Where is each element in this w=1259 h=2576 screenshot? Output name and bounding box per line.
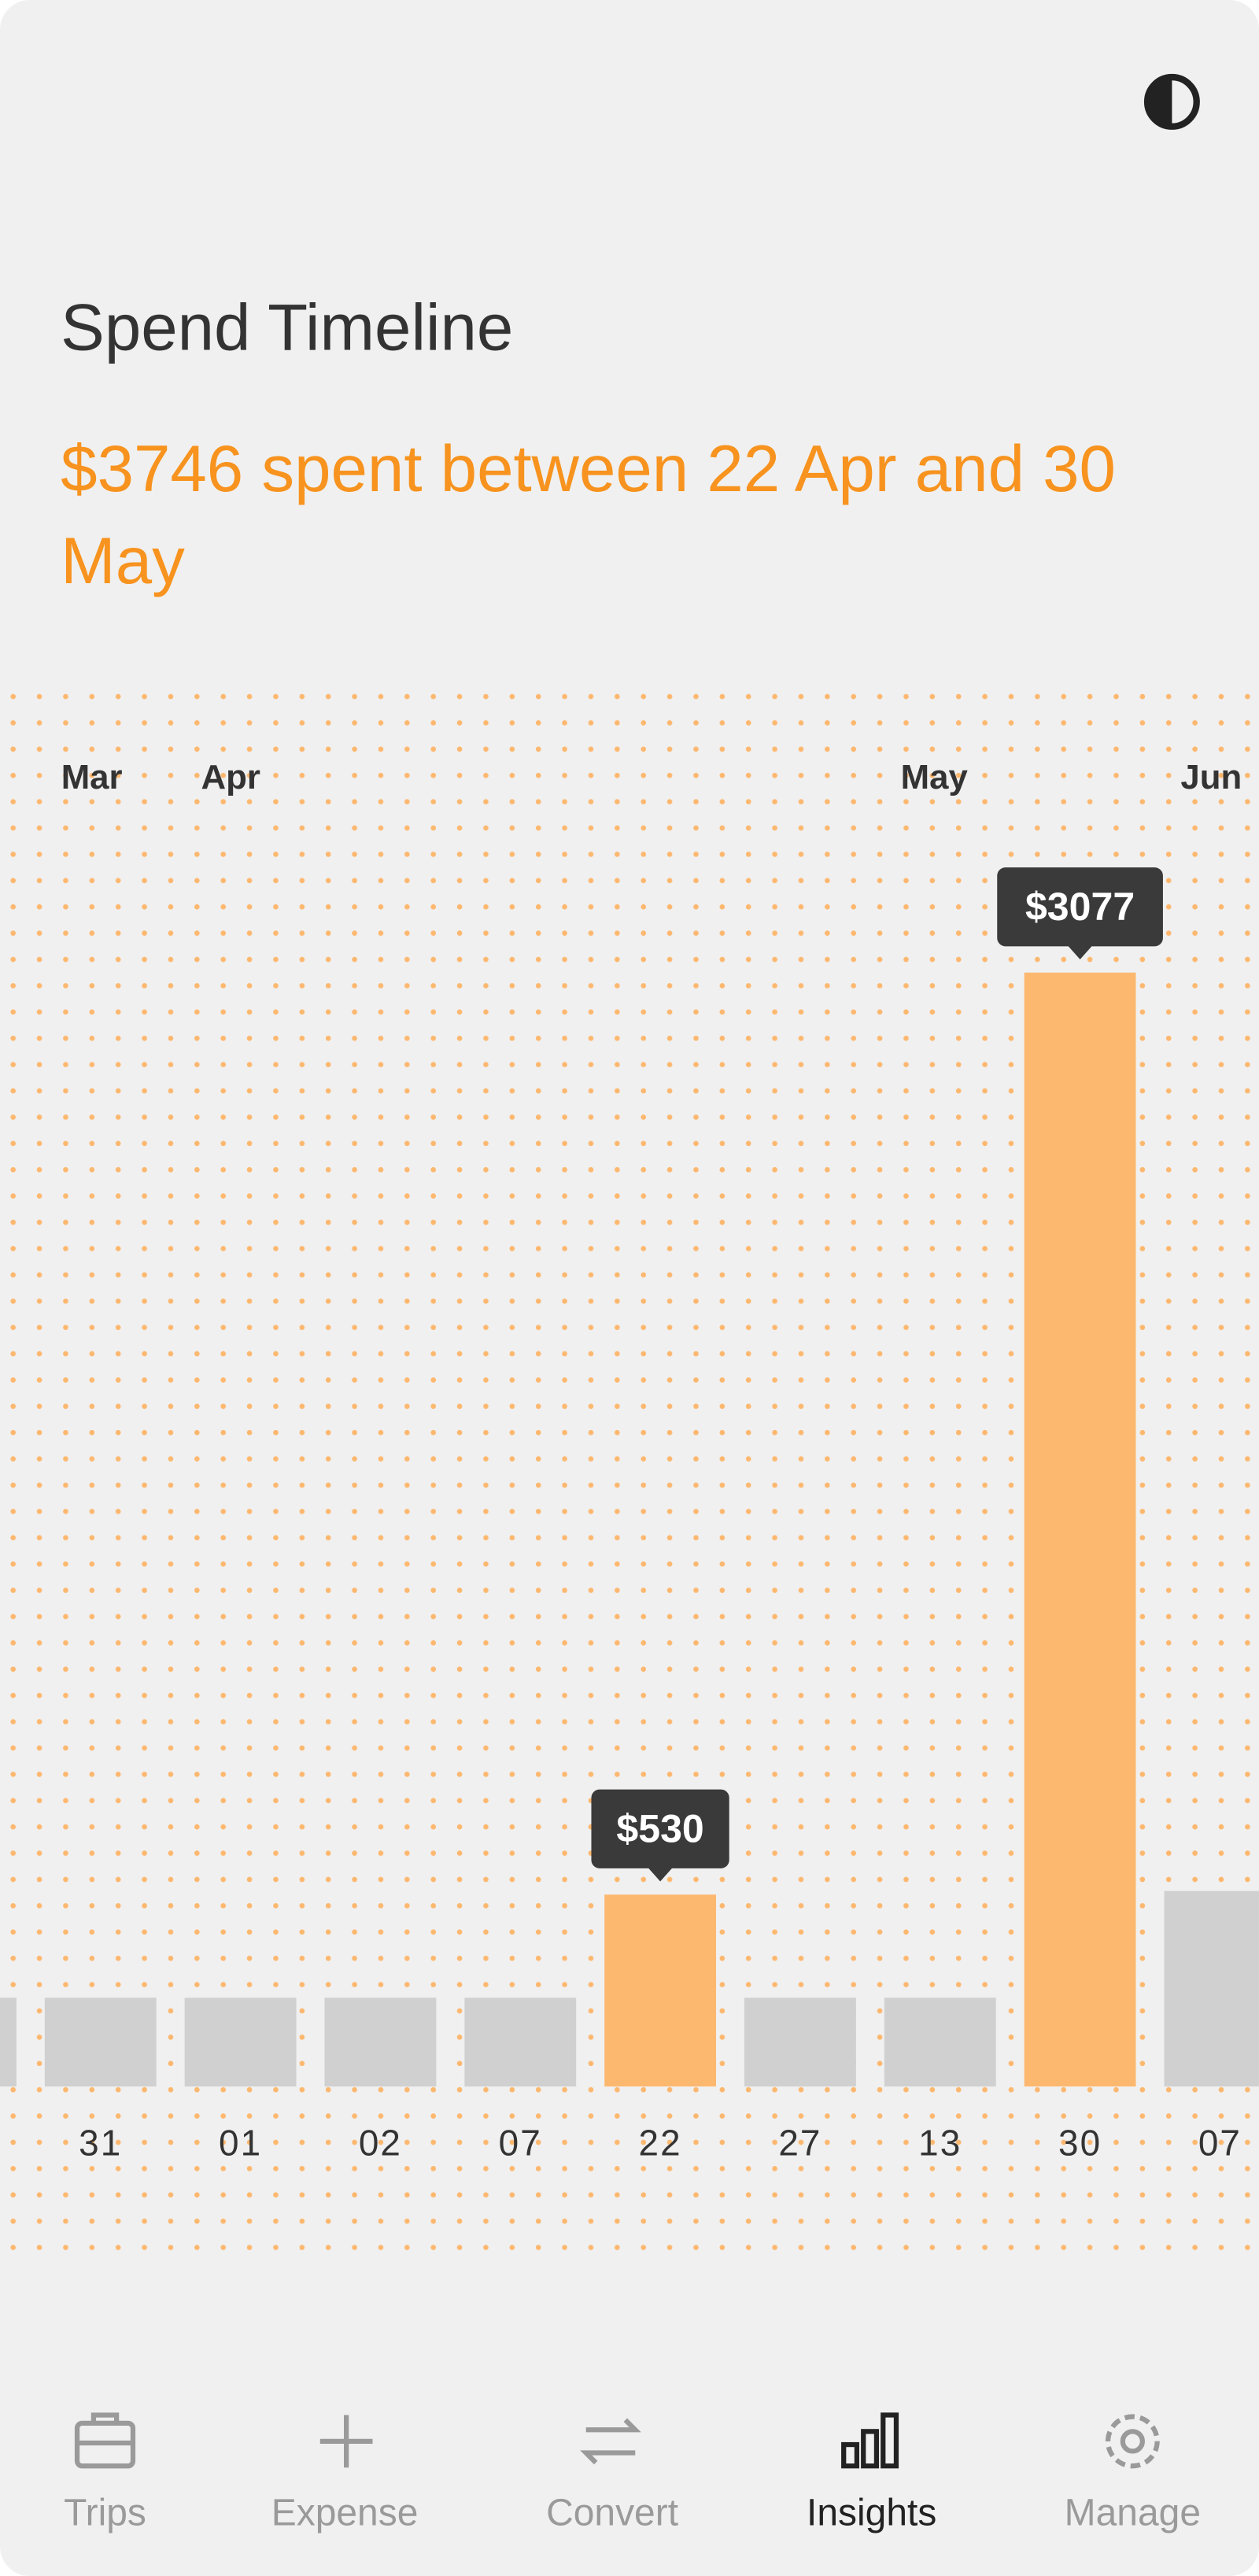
spend-summary: $3746 spent between 22 Apr and 30 May: [61, 434, 1116, 598]
bar: [1164, 1890, 1259, 2086]
x-tick-label: 22: [638, 2123, 681, 2164]
month-label: Jun: [1180, 758, 1242, 796]
bar: [884, 1998, 996, 2086]
x-tick-label: 02: [359, 2123, 402, 2164]
bar: [464, 1998, 577, 2086]
tooltip-arrow: [647, 1866, 674, 1882]
tooltip-box: [591, 1789, 729, 1868]
bar: [324, 1998, 437, 2086]
bar: [0, 1998, 17, 2086]
value-label: $530: [616, 1806, 703, 1850]
nav-label[interactable]: Manage: [1065, 2492, 1201, 2533]
bar: [184, 1998, 297, 2086]
month-label: May: [901, 758, 969, 796]
convert-icon: [580, 2418, 641, 2465]
trips-icon: [74, 2412, 136, 2469]
bar: [1024, 972, 1136, 2086]
nav-label[interactable]: Insights: [807, 2492, 936, 2533]
x-tick-label: 31: [79, 2123, 122, 2164]
nav-label[interactable]: Expense: [271, 2492, 419, 2533]
page-title: Spend Timeline: [61, 292, 514, 365]
nav-label[interactable]: Convert: [546, 2492, 678, 2533]
x-tick-label: 01: [219, 2123, 262, 2164]
bar: [744, 1998, 856, 2086]
bar: [604, 1894, 717, 2086]
bar: [44, 1998, 157, 2086]
theme-toggle[interactable]: [1143, 73, 1200, 130]
bottom-nav: Trips Expense Convert Insights Manage: [64, 2412, 1201, 2533]
x-tick-label: 30: [1058, 2123, 1102, 2164]
x-tick-label: 07: [499, 2123, 542, 2164]
x-tick-label: 27: [778, 2123, 821, 2164]
nav-label[interactable]: Trips: [64, 2492, 146, 2533]
x-tick-label: 13: [918, 2123, 962, 2164]
month-label: Mar: [61, 758, 123, 796]
insights-icon: [841, 2412, 899, 2469]
manage-icon: [1105, 2414, 1160, 2469]
tooltip-arrow: [1066, 944, 1094, 960]
value-label: $3077: [1025, 885, 1135, 929]
x-tick-label: 07: [1198, 2123, 1242, 2164]
tooltip-box: [997, 867, 1163, 947]
month-label: Apr: [201, 758, 260, 796]
expense-icon: [319, 2415, 373, 2468]
